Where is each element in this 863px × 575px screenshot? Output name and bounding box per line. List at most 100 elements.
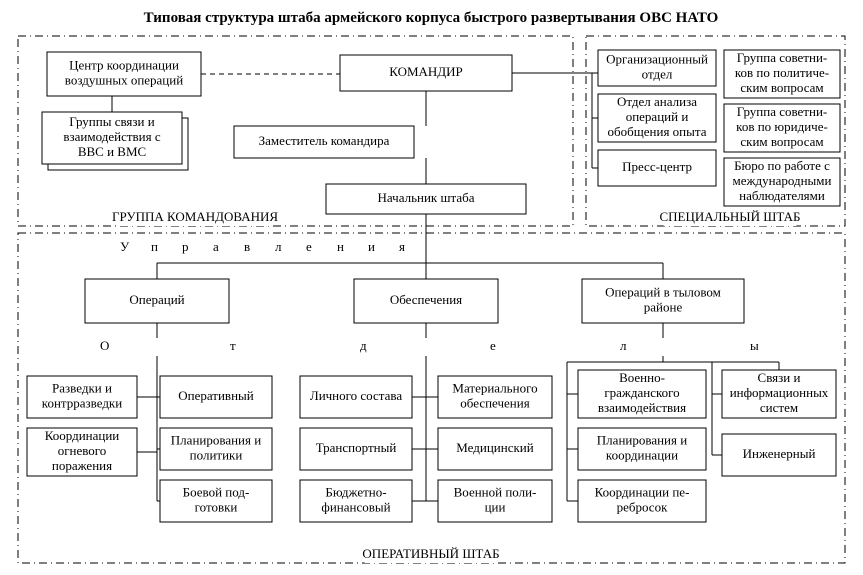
node-analysis-dept-line0: Отдел анализа [617,94,697,109]
node-chief-of-staff: Начальник штаба [326,184,526,214]
node-analysis-dept-line2: обобщения опыта [608,124,707,139]
node-redeploy-coord-line0: Координации пе- [595,484,690,499]
node-recon-counter-line0: Разведки и [52,380,112,395]
node-transport-line0: Транспортный [316,440,397,455]
word-upravleniya-ch6: е [306,239,312,254]
node-planning-coord: Планирования икоординации [578,428,706,470]
node-planning-policy-line1: политики [190,447,243,462]
node-military-police: Военной поли-ции [438,480,552,522]
org-chart: КОМАНДИР Центр координациивоздушных опера… [0,0,863,575]
node-planning-coord-line1: координации [606,447,678,462]
node-legal-advisors-line0: Группа советни- [737,104,828,119]
word-upravleniya-ch0: У [120,239,130,254]
node-civil-military-line2: взаимодействия [598,400,686,415]
node-fire-coord-line1: огневого [58,443,107,458]
node-org-dept-line1: отдел [642,66,673,81]
node-combat-training-line0: Боевой под- [183,484,250,499]
node-air-coord-center-line1: воздушных операций [65,72,183,87]
node-org-dept-line0: Организационный [606,51,708,66]
node-operational-dept: Оперативный [160,376,272,418]
word-otdely-ch2: д [360,338,367,353]
node-intl-observers-line0: Бюро по работе с [734,158,830,173]
node-analysis-dept-line1: операций и [626,109,689,124]
word-otdely-ch4: л [620,338,627,353]
node-operations-dir: Операций [85,279,229,323]
node-fire-coord-line0: Координации [45,428,120,443]
node-legal-advisors: Группа советни-ков по юридиче-ским вопро… [724,104,840,152]
node-political-advisors-line1: ков по политиче- [735,65,829,80]
node-signals-info-line1: информационных [730,385,829,400]
node-rear-ops-dir-line1: районе [644,299,683,314]
word-otdely-ch3: е [490,338,496,353]
node-planning-policy-line0: Планирования и [171,432,261,447]
node-military-police-line0: Военной поли- [454,484,537,499]
word-upravleniya-ch3: а [213,239,219,254]
node-transport: Транспортный [300,428,412,470]
node-signals-info-line0: Связи и [758,370,801,385]
node-signals-info: Связи иинформационныхсистем [722,370,836,418]
node-fire-coord: Координацииогневогопоражения [27,428,137,476]
node-press-center-line0: Пресс-центр [622,159,692,174]
node-air-coord-center: Центр координациивоздушных операций [47,52,201,96]
node-material-support: Материальногообеспечения [438,376,552,418]
node-medical-line0: Медицинский [456,440,533,455]
node-analysis-dept: Отдел анализаопераций иобобщения опыта [598,94,716,142]
node-engineering: Инженерный [722,434,836,476]
node-planning-policy: Планирования иполитики [160,428,272,470]
node-budget-finance-line1: финансовый [321,499,390,514]
node-press-center: Пресс-центр [598,150,716,186]
word-upravleniya-ch9: я [399,239,405,254]
node-civil-military-line1: гражданского [604,385,679,400]
node-material-support-line0: Материального [452,380,537,395]
node-operations-dir-line0: Операций [129,292,184,307]
node-material-support-line1: обеспечения [460,395,529,410]
node-intl-observers-line2: наблюдателями [739,188,825,203]
node-operational-dept-line0: Оперативный [178,388,254,403]
node-political-advisors: Группа советни-ков по политиче-ским вопр… [724,50,840,98]
node-engineering-line0: Инженерный [743,446,816,461]
node-intl-observers-line1: международными [733,173,832,188]
node-fire-coord-line2: поражения [52,458,112,473]
node-liaison-groups: Группы связи ивзаимодействия сВВС и ВМС [42,112,182,164]
command-group-label: ГРУППА КОМАНДОВАНИЯ [112,209,278,224]
diagram-title: Типовая структура штаба армейского корпу… [144,10,719,26]
node-deputy-commander: Заместитель командира [234,126,414,158]
node-rear-ops-dir-line0: Операций в тыловом [605,284,721,299]
node-redeploy-coord: Координации пе-ребросок [578,480,706,522]
node-personnel: Личного состава [300,376,412,418]
node-legal-advisors-line1: ков по юридиче- [736,119,828,134]
node-liaison-groups-line0: Группы связи и [69,114,154,129]
node-commander: КОМАНДИР [340,55,512,91]
node-civil-military: Военно-гражданскоговзаимодействия [578,370,706,418]
node-combat-training-line1: готовки [195,499,238,514]
node-liaison-groups-line2: ВВС и ВМС [78,144,146,159]
node-budget-finance-line0: Бюджетно- [325,484,386,499]
node-budget-finance: Бюджетно-финансовый [300,480,412,522]
node-personnel-line0: Личного состава [310,388,402,403]
node-combat-training: Боевой под-готовки [160,480,272,522]
node-recon-counter: Разведки иконтрразведки [27,376,137,418]
node-rear-ops-dir: Операций в тыловомрайоне [582,279,744,323]
word-otdely-bg [90,338,760,356]
node-support-dir-line0: Обеспечения [390,292,462,307]
node-planning-coord-line0: Планирования и [597,432,687,447]
word-upravleniya-ch7: н [337,239,344,254]
node-org-dept: Организационныйотдел [598,50,716,86]
node-political-advisors-line0: Группа советни- [737,50,828,65]
node-support-dir: Обеспечения [354,279,498,323]
node-civil-military-line0: Военно- [619,370,665,385]
node-signals-info-line2: систем [760,400,798,415]
word-upravleniya-ch8: и [368,239,375,254]
word-otdely-ch5: ы [750,338,759,353]
node-medical: Медицинский [438,428,552,470]
word-upravleniya-ch5: л [275,239,282,254]
node-redeploy-coord-line1: ребросок [617,499,668,514]
node-political-advisors-line2: ским вопросам [740,80,823,95]
node-commander-line0: КОМАНДИР [389,64,463,79]
word-upravleniya-ch2: р [182,239,189,254]
node-intl-observers: Бюро по работе смеждународныминаблюдател… [724,158,840,206]
node-air-coord-center-line0: Центр координации [69,57,179,72]
node-liaison-groups-line1: взаимодействия с [63,129,160,144]
node-recon-counter-line1: контрразведки [42,395,122,410]
special-staff-label: СПЕЦИАЛЬНЫЙ ШТАБ [659,209,800,224]
